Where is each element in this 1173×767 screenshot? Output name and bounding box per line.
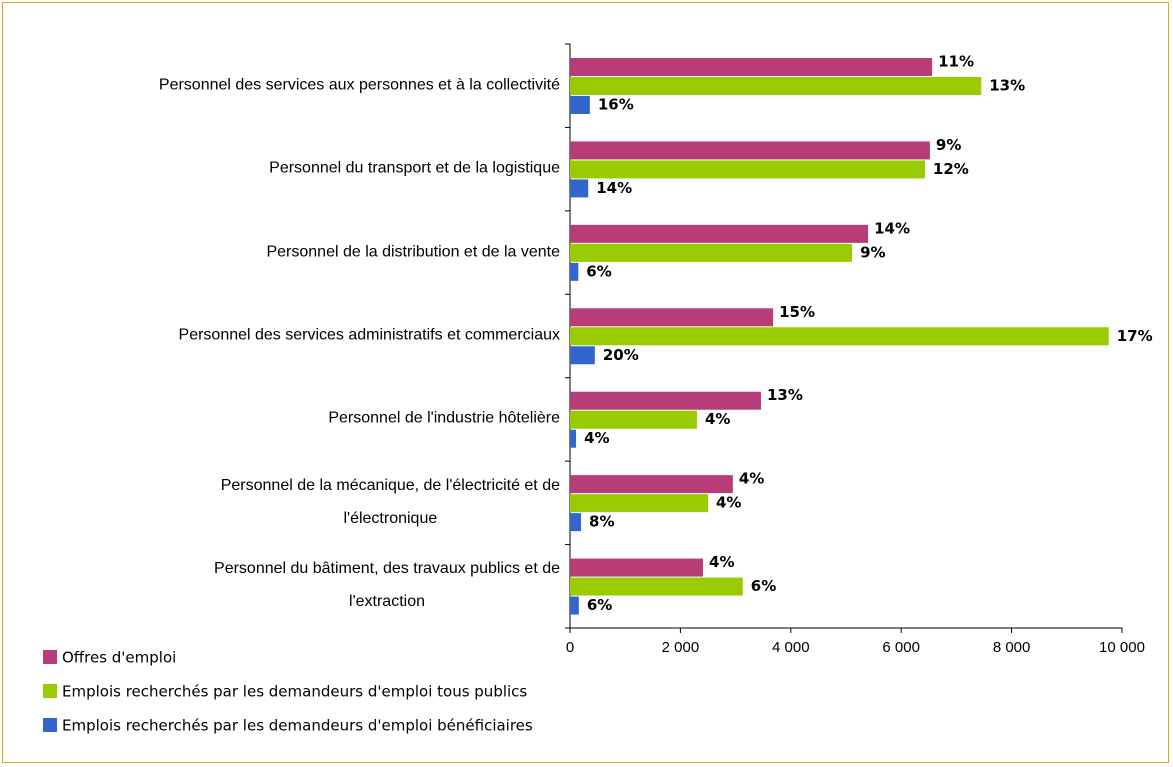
category-label: Personnel des services aux personnes et … (158, 76, 560, 94)
bar (570, 327, 1109, 346)
category-label: Personnel de la mécanique, de l'électric… (220, 476, 560, 527)
bar-annotation: 20% (603, 346, 639, 364)
bar-annotation: 6% (586, 262, 611, 280)
bar (570, 96, 590, 114)
bar (570, 429, 577, 448)
x-tick-label: 8 000 (993, 639, 1031, 656)
x-tick-label: 6 000 (882, 639, 920, 656)
bar-annotation: 14% (596, 179, 632, 197)
bar (570, 346, 595, 365)
bar (570, 494, 708, 513)
x-tick-label: 10 000 (1099, 639, 1145, 656)
bar-annotation: 4% (705, 410, 730, 428)
bar (570, 410, 697, 429)
bar-annotation: 9% (860, 243, 885, 261)
bar-annotation: 9% (936, 136, 961, 154)
bar-annotation: 11% (938, 53, 974, 71)
bar-annotation: 17% (1117, 327, 1153, 345)
bar-annotation: 4% (709, 553, 734, 571)
bar (570, 141, 930, 160)
category-label: Personnel du transport et de la logistiq… (269, 159, 560, 177)
bar-annotation: 6% (751, 577, 776, 595)
bar-annotation: 4% (739, 470, 764, 488)
bar (570, 513, 582, 532)
bar (570, 308, 774, 327)
bar (570, 558, 704, 577)
bar (570, 243, 853, 262)
category-label: Personnel des services administratifs et… (178, 326, 560, 344)
bar-annotation: 8% (589, 513, 614, 531)
bar-annotation: 15% (779, 303, 815, 321)
bar (570, 577, 743, 596)
bar (570, 262, 579, 281)
legend-swatch (43, 718, 57, 732)
x-tick-label: 2 000 (662, 639, 700, 656)
bar-annotation: 13% (767, 386, 803, 404)
bar (570, 391, 761, 410)
bar-annotation: 4% (716, 494, 741, 512)
bar (570, 77, 982, 95)
legend-swatch (43, 650, 57, 664)
category-label: Personnel du bâtiment, des travaux publi… (214, 560, 560, 611)
category-label: Personnel de la distribution et de la ve… (266, 243, 560, 261)
bar-annotation: 16% (598, 96, 634, 114)
bar (570, 596, 579, 615)
legend-swatch (43, 684, 57, 698)
category-label: Personnel de l'industrie hôtelière (328, 409, 560, 427)
bar-annotation: 14% (874, 219, 910, 237)
x-tick-label: 0 (566, 639, 574, 656)
bar-annotation: 6% (587, 596, 612, 614)
bar (570, 224, 869, 243)
bar-annotation: 13% (989, 77, 1025, 95)
bar (570, 179, 589, 198)
legend-label: Emplois recherchés par les demandeurs d'… (62, 717, 533, 735)
bar (570, 160, 925, 179)
legend-label: Offres d'emploi (62, 649, 176, 667)
bar-annotation: 4% (584, 429, 609, 447)
bar (570, 58, 933, 76)
x-tick-label: 4 000 (772, 639, 810, 656)
bar-annotation: 12% (933, 160, 969, 178)
bar (570, 475, 733, 494)
legend-label: Emplois recherchés par les demandeurs d'… (62, 683, 527, 701)
